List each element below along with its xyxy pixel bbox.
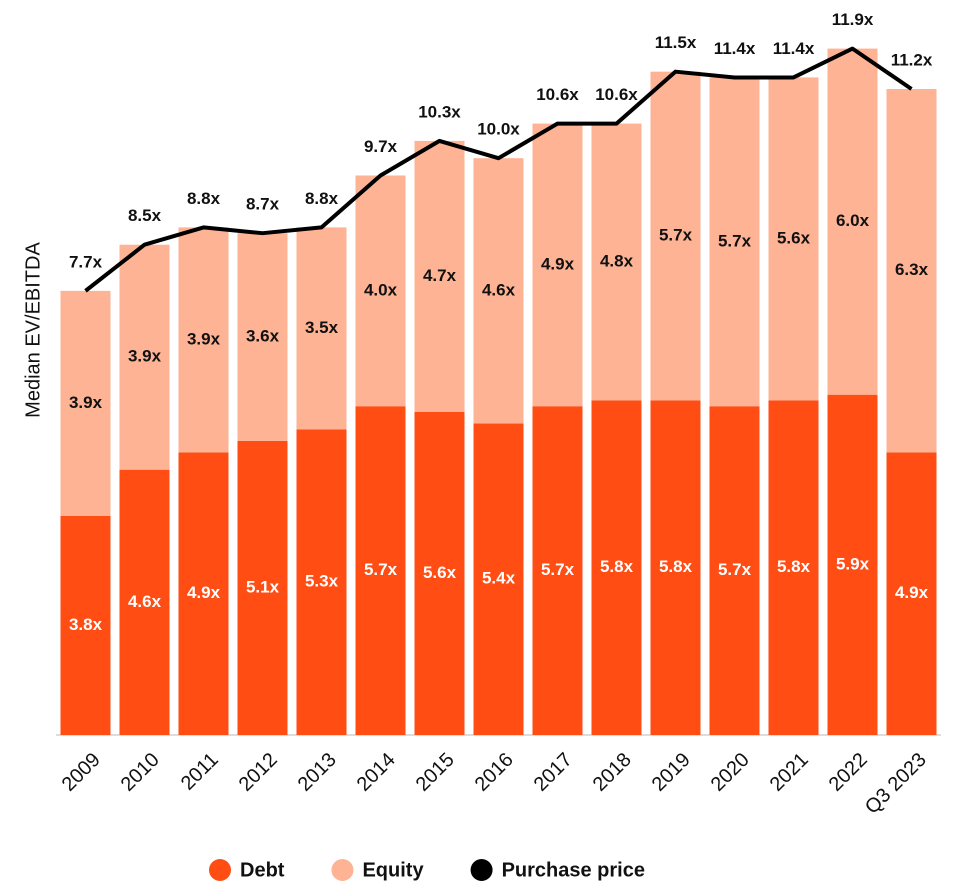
value-label: 5.6x: [423, 563, 457, 582]
value-label: 5.8x: [777, 557, 811, 576]
x-tick-label: 2019: [648, 749, 695, 796]
bar-segment: [650, 71, 701, 401]
legend-swatch: [470, 859, 493, 881]
value-label: 4.6x: [482, 280, 516, 299]
bar-segment: [827, 48, 878, 395]
x-tick-label: 2011: [177, 749, 223, 795]
value-label: 8.8x: [187, 189, 221, 208]
bar-segment: [886, 452, 937, 735]
bar-segment: [768, 400, 819, 735]
x-tick-label: 2022: [825, 749, 872, 796]
value-label: 3.5x: [305, 318, 339, 337]
bar-segment: [355, 175, 406, 407]
bar-segment: [591, 400, 642, 735]
x-tick-label: 2014: [353, 749, 400, 796]
value-label: 8.5x: [128, 206, 162, 225]
value-label: 5.3x: [305, 572, 339, 591]
value-label: 3.6x: [246, 326, 280, 345]
value-label: 6.3x: [895, 260, 929, 279]
bar-segment: [709, 77, 760, 407]
value-label: 11.2x: [891, 50, 933, 69]
bar-segment: [650, 400, 701, 735]
bar-segment: [591, 123, 642, 401]
value-label: 3.8x: [69, 615, 103, 634]
value-label: 5.7x: [659, 226, 693, 245]
x-tick-label: 2010: [117, 749, 164, 796]
x-tick-label: 2021: [766, 749, 813, 796]
value-label: 5.7x: [364, 560, 398, 579]
x-tick-label: 2016: [471, 749, 518, 796]
x-tick-label: 2013: [294, 749, 341, 796]
bar-segment: [178, 452, 229, 735]
value-label: 11.4x: [773, 39, 815, 58]
value-label: 4.7x: [423, 266, 457, 285]
bar-segment: [355, 406, 406, 735]
bar-segment: [296, 429, 347, 735]
value-label: 8.7x: [246, 195, 280, 214]
value-label: 10.0x: [477, 120, 520, 139]
value-label: 5.1x: [246, 577, 280, 596]
value-label: 4.9x: [541, 254, 575, 273]
legend-label: Equity: [362, 859, 424, 881]
value-label: 4.6x: [128, 592, 162, 611]
value-label: 10.6x: [595, 85, 638, 104]
bar-segment: [827, 394, 878, 735]
bar-segment: [473, 158, 524, 424]
x-tick-label: 2017: [530, 749, 577, 796]
x-tick-label: 2009: [58, 749, 105, 796]
bar-segment: [414, 411, 465, 735]
value-label: 11.4x: [714, 39, 756, 58]
x-tick-label: 2015: [412, 749, 459, 796]
bar-segment: [60, 290, 111, 516]
value-label: 10.6x: [536, 85, 579, 104]
value-label: 4.9x: [895, 583, 929, 602]
bar-segment: [473, 423, 524, 735]
x-tick-label: 2012: [235, 749, 282, 796]
value-label: 5.8x: [600, 557, 634, 576]
x-tick-label: 2018: [589, 749, 636, 796]
bar-segment: [178, 227, 229, 453]
value-label: 5.8x: [659, 557, 693, 576]
value-label: 5.7x: [718, 560, 752, 579]
bar-segment: [709, 406, 760, 735]
value-label: 5.4x: [482, 569, 516, 588]
value-label: 4.0x: [364, 280, 398, 299]
bar-segment: [414, 140, 465, 412]
value-label: 4.8x: [600, 252, 634, 271]
value-label: 7.7x: [69, 252, 103, 271]
value-label: 4.9x: [187, 583, 221, 602]
bar-segment: [768, 77, 819, 401]
value-label: 8.8x: [305, 189, 339, 208]
x-tick-label: Q3 2023: [861, 749, 931, 819]
bar-segment: [237, 440, 288, 735]
legend-swatch: [331, 859, 354, 881]
bar-segment: [237, 233, 288, 441]
value-label: 9.7x: [364, 137, 398, 156]
value-label: 5.9x: [836, 554, 870, 573]
value-label: 5.6x: [777, 228, 811, 247]
value-label: 3.9x: [69, 393, 103, 412]
value-label: 3.9x: [187, 329, 221, 348]
value-label: 3.9x: [128, 347, 162, 366]
bar-segment: [532, 123, 583, 407]
legend-label: Debt: [240, 859, 285, 881]
bar-segment: [886, 88, 937, 453]
legend-swatch: [209, 859, 231, 881]
bar-segment: [119, 244, 170, 470]
value-label: 5.7x: [541, 560, 575, 579]
value-label: 6.0x: [836, 211, 870, 230]
bar-segment: [532, 406, 583, 735]
x-tick-label: 2020: [707, 749, 754, 796]
value-label: 11.5x: [655, 33, 697, 52]
bar-segment: [60, 515, 111, 735]
value-label: 10.3x: [418, 102, 461, 121]
line: [84, 46, 913, 293]
value-label: 11.9x: [832, 10, 874, 29]
legend-label: Purchase price: [502, 859, 645, 881]
bar-segment: [119, 469, 170, 735]
value-label: 5.7x: [718, 231, 752, 250]
y-axis-label: Median EV/EBITDA: [22, 242, 44, 418]
bar-segment: [296, 227, 347, 430]
